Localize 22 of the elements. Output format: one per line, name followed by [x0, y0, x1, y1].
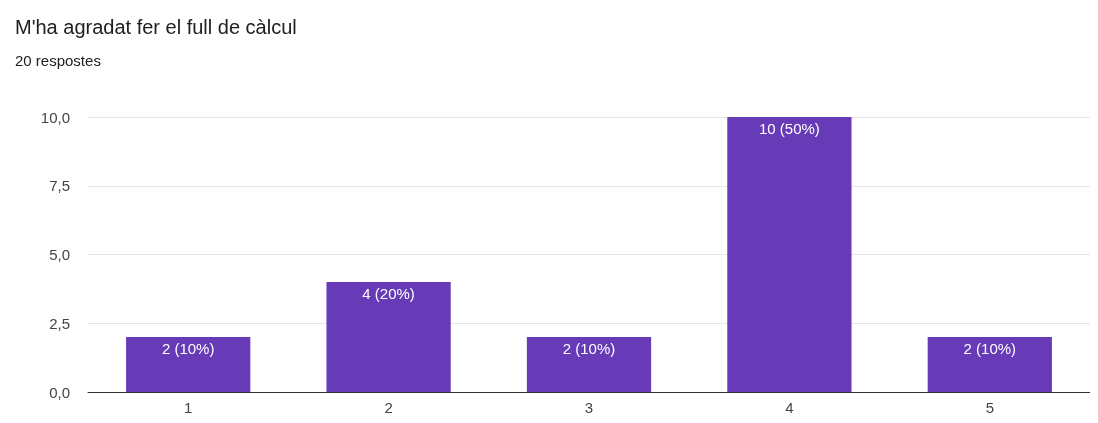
bar [326, 282, 451, 392]
x-tick-label: 4 [785, 399, 794, 416]
bar [727, 117, 852, 392]
x-tick-label: 5 [985, 399, 994, 416]
y-tick-label: 0,0 [49, 383, 70, 401]
data-label: 2 (10%) [963, 340, 1017, 357]
chart-subtitle: 20 respostes [15, 52, 101, 69]
chart-title: M'ha agradat fer el full de càlcul [15, 16, 297, 38]
bar [526, 337, 652, 392]
y-tick-label: 10,0 [40, 108, 70, 126]
data-label: 4 (20%) [362, 285, 415, 302]
y-tick-label: 2,5 [49, 314, 70, 332]
x-tick-label: 2 [384, 399, 393, 416]
y-tick-label: 7,5 [49, 177, 70, 195]
data-label: 10 (50%) [758, 120, 820, 137]
x-tick-label: 1 [184, 399, 193, 416]
data-label: 2 (10%) [562, 340, 616, 357]
bar [126, 337, 251, 392]
y-tick-label: 5,0 [49, 246, 70, 263]
bar [927, 337, 1052, 392]
x-tick-label: 3 [584, 399, 594, 416]
data-label: 2 (10%) [161, 340, 215, 357]
